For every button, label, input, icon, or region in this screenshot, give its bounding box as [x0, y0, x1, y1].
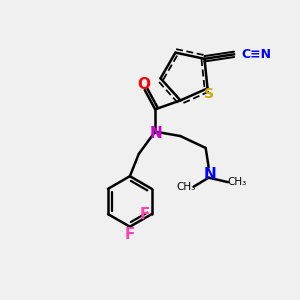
Text: O: O: [137, 76, 150, 92]
Text: CH₃: CH₃: [177, 182, 196, 192]
Text: S: S: [204, 87, 214, 101]
Text: F: F: [125, 227, 135, 242]
Text: N: N: [149, 127, 162, 142]
Text: C≡N: C≡N: [242, 48, 272, 61]
Text: CH₃: CH₃: [227, 177, 247, 187]
Text: N: N: [204, 167, 217, 182]
Text: F: F: [139, 207, 149, 222]
